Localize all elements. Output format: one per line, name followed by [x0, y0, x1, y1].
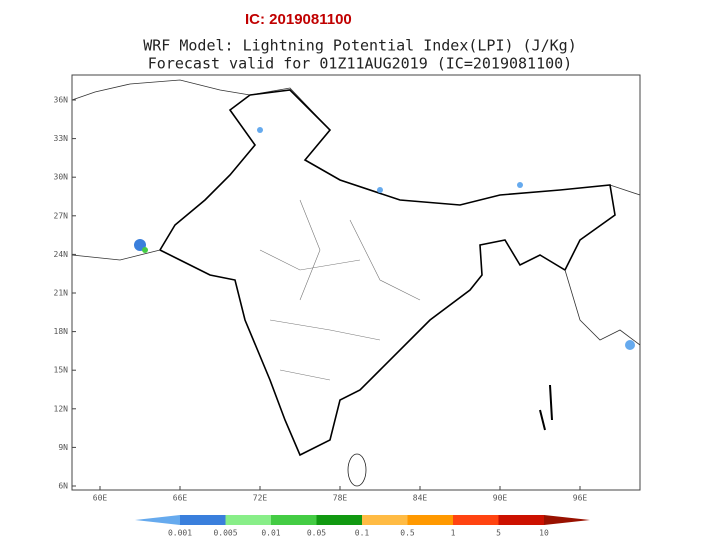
- lat-label: 30N: [54, 173, 69, 182]
- colorbar-segment: [453, 515, 499, 525]
- lpi-cell: [142, 247, 148, 253]
- lat-label: 27N: [54, 211, 69, 220]
- colorbar-segment: [271, 515, 317, 525]
- colorbar-label: 1: [451, 529, 456, 538]
- colorbar-label: 0.05: [307, 529, 326, 538]
- colorbar-segment: [407, 515, 453, 525]
- india-outline: [158, 89, 616, 457]
- colorbar-segment: [362, 515, 408, 525]
- lon-label: 66E: [173, 494, 188, 503]
- lat-label: 18N: [54, 327, 69, 336]
- colorbar-label: 0.1: [355, 529, 370, 538]
- lon-label: 90E: [493, 494, 508, 503]
- lat-label: 15N: [54, 366, 69, 375]
- lpi-cell: [377, 187, 383, 193]
- lon-label: 72E: [253, 494, 268, 503]
- andaman-islands: [539, 384, 553, 431]
- colorbar-label: 0.5: [400, 529, 415, 538]
- colorbar-segment: [225, 515, 271, 525]
- coastlines: [71, 249, 641, 346]
- lat-label: 12N: [54, 404, 69, 413]
- colorbar-segment: [544, 515, 590, 525]
- lpi-cell: [257, 127, 263, 133]
- lon-label: 60E: [93, 494, 108, 503]
- axis-labels: 36N 33N 30N 27N 24N 21N 18N 15N 12N 9N 6N 60E 66E 72E…: [54, 96, 588, 503]
- colorbar-segment: [180, 515, 226, 525]
- map-land: [71, 79, 641, 487]
- title-line-1: WRF Model: Lightning Potential Index(LPI…: [143, 37, 576, 55]
- title-line-2: Forecast valid for 01Z11AUG2019 (IC=2019…: [148, 55, 572, 73]
- colorbar-segment: [135, 515, 180, 525]
- lat-label: 21N: [54, 289, 69, 298]
- lpi-cell: [517, 182, 523, 188]
- colorbar-labels: 0.001 0.005 0.01 0.05 0.1 0.5 1 5 10: [168, 529, 549, 538]
- sri-lanka: [347, 453, 367, 487]
- ic-label: IC: 2019081100: [245, 11, 352, 28]
- lat-label: 6N: [58, 482, 68, 491]
- lat-label: 24N: [54, 250, 69, 259]
- colorbar-label: 10: [539, 529, 549, 538]
- colorbar-label: 0.01: [261, 529, 280, 538]
- lat-label: 36N: [54, 96, 69, 105]
- colorbar-label: 0.005: [213, 529, 237, 538]
- colorbar-segment: [316, 515, 362, 525]
- lon-label: 78E: [333, 494, 348, 503]
- colorbar-label: 0.001: [168, 529, 192, 538]
- state-borders: [259, 199, 421, 381]
- colorbar-label: 5: [496, 529, 501, 538]
- colorbar: [135, 515, 590, 525]
- colorbar-segment: [498, 515, 544, 525]
- lon-label: 96E: [573, 494, 588, 503]
- lpi-cells: [134, 127, 635, 350]
- lat-label: 9N: [58, 443, 68, 452]
- lon-label: 84E: [413, 494, 428, 503]
- lat-label: 33N: [54, 134, 69, 143]
- lpi-cell: [625, 340, 635, 350]
